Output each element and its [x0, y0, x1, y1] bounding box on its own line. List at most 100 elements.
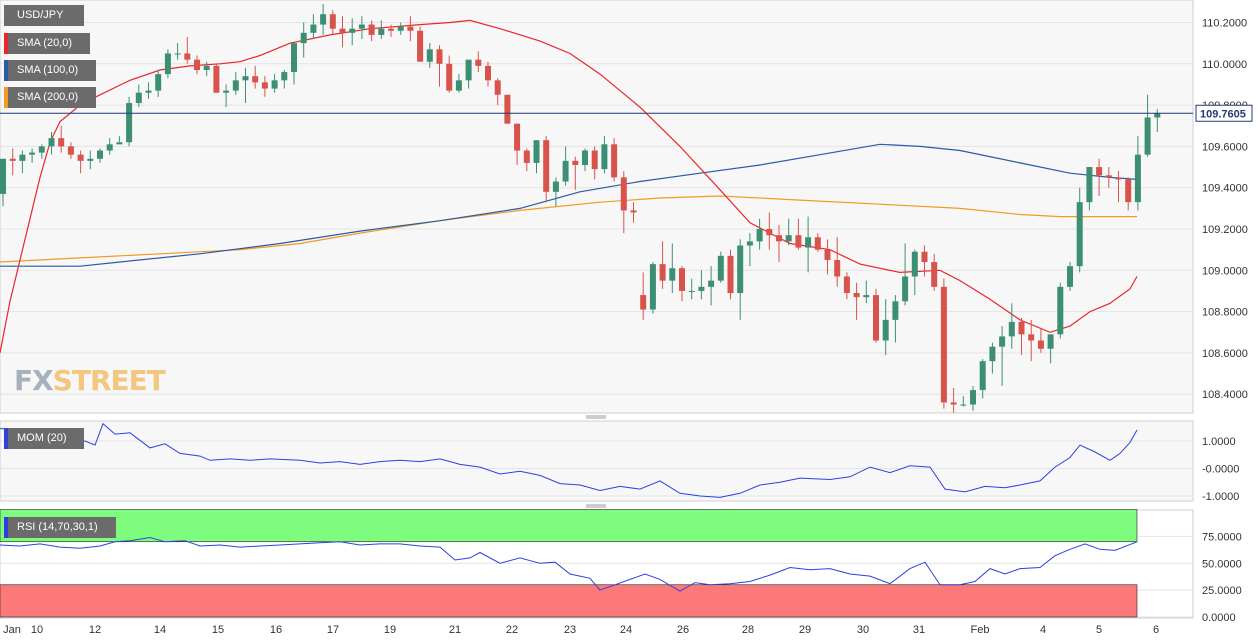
momentum-panel: [0, 420, 1194, 502]
candle-body: [38, 146, 45, 153]
rsi-oversold-zone: [0, 584, 1138, 618]
candle-body: [514, 123, 521, 151]
symbol-text: USD/JPY: [17, 9, 64, 21]
rsi-label: RSI (14,70,30,1): [17, 521, 98, 533]
candle-body: [717, 255, 724, 281]
candle-body: [77, 154, 84, 161]
sma100-legend[interactable]: SMA (100,0): [4, 60, 96, 81]
price-tick-label: 108.8000: [1202, 307, 1248, 319]
candle-body: [611, 144, 618, 178]
candle-body: [659, 264, 666, 281]
fxstreet-logo: FXSTREET: [14, 364, 166, 397]
sma100-label: SMA (100,0): [17, 64, 79, 76]
candle-body: [194, 59, 200, 70]
price-tick-label: 108.4000: [1202, 389, 1248, 401]
x-tick-label: 26: [677, 624, 689, 636]
candle-body: [436, 49, 443, 64]
candle-body: [329, 14, 336, 29]
x-tick-label: 19: [384, 624, 396, 636]
rsi-zones: [0, 509, 1138, 618]
price-tick-label: 110.0000: [1202, 59, 1247, 71]
rsi-tick-label: 75.0000: [1202, 531, 1242, 543]
candle-body: [135, 92, 142, 104]
candle-body: [523, 150, 530, 163]
candle-body: [892, 301, 899, 320]
x-tick-label: 15: [212, 624, 224, 636]
candle-body: [407, 26, 414, 31]
price-tick-label: 109.4000: [1202, 183, 1248, 195]
mom-label: MOM (20): [17, 432, 67, 444]
rsi-overbought-zone: [0, 509, 1138, 543]
candle-body: [572, 160, 579, 165]
candle-body: [853, 293, 860, 298]
mom-swatch: [4, 428, 8, 449]
candle-body: [1154, 113, 1161, 118]
candle-body: [97, 150, 103, 159]
x-tick-label: 16: [270, 624, 282, 636]
logo-fx: FX: [14, 364, 54, 397]
candle-body: [0, 158, 6, 194]
mom-legend[interactable]: MOM (20): [4, 428, 84, 449]
x-tick-label: 30: [857, 624, 869, 636]
candle-body: [1086, 167, 1093, 203]
sma200-swatch: [4, 87, 8, 108]
candle-body: [1018, 321, 1025, 335]
candle-body: [814, 237, 821, 250]
candle-body: [378, 28, 385, 35]
candle-body: [1125, 179, 1132, 203]
candle-body: [67, 146, 74, 155]
candle-body: [940, 286, 947, 403]
candle-body: [1144, 117, 1151, 155]
candle-body: [494, 80, 501, 95]
candle-body: [465, 59, 472, 81]
x-tick-label: Jan: [3, 624, 21, 636]
candle-body: [970, 390, 976, 405]
candle-body: [388, 28, 394, 31]
logo-street: STREET: [52, 364, 166, 397]
candle-body: [785, 235, 792, 242]
candle-body: [795, 235, 802, 248]
sma200-label: SMA (200,0): [17, 91, 79, 103]
x-tick-label: 23: [564, 624, 576, 636]
rsi-line: [0, 536, 1138, 592]
rsi-tick-label: 25.0000: [1202, 585, 1242, 597]
x-tick-label: 17: [327, 624, 339, 636]
sma200-legend[interactable]: SMA (200,0): [4, 87, 96, 108]
candle-body: [9, 158, 16, 161]
candle-body: [1134, 154, 1141, 203]
sma200-line: [0, 195, 1137, 263]
candle-body: [882, 319, 889, 341]
candle-body: [126, 103, 133, 143]
candle-body: [58, 138, 65, 147]
candle-body: [737, 245, 744, 294]
candle-body: [291, 43, 297, 73]
grid: [0, 22, 1193, 618]
candle-body: [698, 286, 705, 291]
indicator-lines: [0, 112, 1193, 592]
candle-body: [339, 28, 346, 33]
candle-body: [1057, 286, 1064, 335]
candle-body: [960, 404, 967, 406]
candle-body: [397, 26, 404, 31]
candle-body: [232, 80, 239, 91]
candle-body: [261, 82, 268, 89]
candle-body: [776, 235, 782, 242]
candle-body: [591, 150, 598, 170]
x-tick-label: 4: [1040, 624, 1046, 636]
candle-body: [533, 140, 540, 163]
candle-body: [582, 150, 588, 165]
sma20-legend[interactable]: SMA (20,0): [4, 33, 90, 54]
current-price-box: [1195, 104, 1253, 122]
x-tick-label: Feb: [971, 624, 990, 636]
candle-body: [1008, 321, 1015, 337]
candle-body: [349, 28, 356, 33]
x-tick-label: 31: [913, 624, 925, 636]
rsi-legend[interactable]: RSI (14,70,30,1): [4, 517, 116, 538]
candle-body: [485, 65, 491, 81]
candle-body: [87, 158, 94, 161]
candle-body: [155, 74, 162, 91]
x-tick-label: 12: [89, 624, 101, 636]
candle-body: [863, 295, 870, 298]
axes: 110.2000110.0000109.8000109.6000109.4000…: [3, 18, 1253, 636]
